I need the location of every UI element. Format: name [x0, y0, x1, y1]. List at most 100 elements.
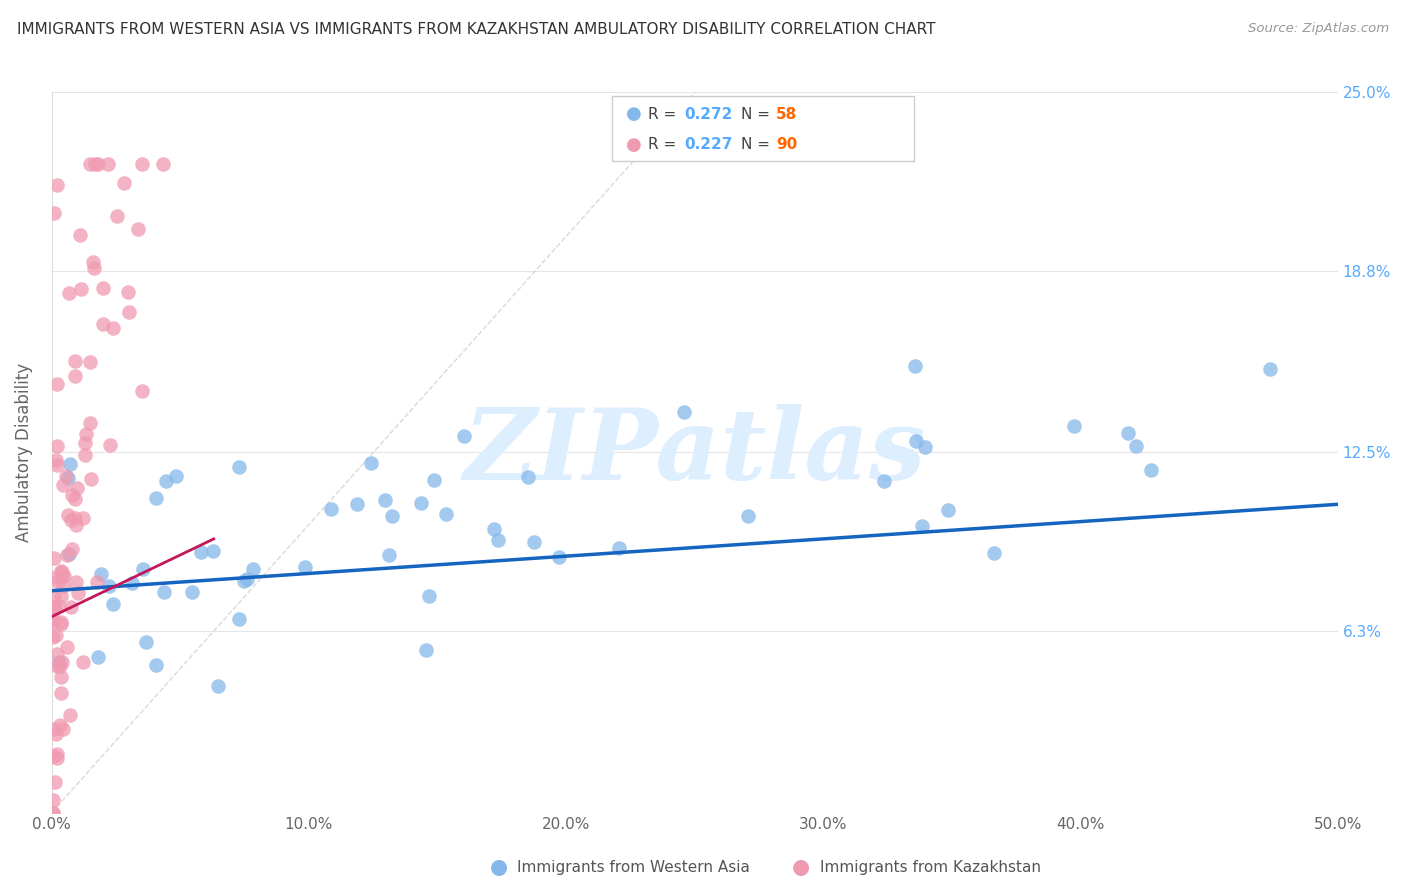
Point: [72, 655, 94, 669]
Point: [58, 286, 80, 301]
Text: ●: ●: [626, 105, 641, 123]
Point: [51, 567, 73, 582]
Point: [415, 643, 437, 657]
Point: [97, 157, 120, 171]
Point: [44, 601, 66, 615]
Point: [52, 579, 75, 593]
Point: [86, 157, 108, 171]
Point: [516, 470, 538, 484]
Point: [55, 469, 77, 483]
Text: N =: N =: [741, 107, 775, 122]
Point: [52, 722, 75, 736]
Point: [45, 628, 67, 642]
Point: [84, 157, 107, 171]
Point: [59, 708, 82, 723]
Point: [75, 426, 97, 441]
Text: 0.227: 0.227: [685, 137, 733, 152]
Point: [190, 545, 212, 559]
Text: R =: R =: [648, 107, 682, 122]
Point: [236, 573, 259, 587]
Point: [56, 640, 79, 655]
Point: [56, 471, 79, 485]
Point: [132, 562, 155, 576]
Point: [42, 630, 65, 644]
Point: [228, 612, 250, 626]
Point: [1125, 439, 1147, 453]
Point: [117, 285, 139, 300]
Point: [90, 567, 112, 582]
Point: [434, 507, 457, 521]
Point: [91, 317, 114, 331]
Point: [131, 157, 153, 171]
Point: [1118, 426, 1140, 441]
Point: [49, 718, 72, 732]
Point: [673, 405, 696, 419]
Text: Immigrants from Kazakhstan: Immigrants from Kazakhstan: [820, 860, 1040, 874]
Point: [52, 478, 75, 492]
Point: [51, 670, 73, 684]
Point: [42, 615, 65, 630]
Point: [112, 176, 135, 190]
Point: [201, 544, 224, 558]
Point: [45, 178, 67, 192]
Text: ZIPatlas: ZIPatlas: [464, 404, 927, 500]
Point: [79, 417, 101, 431]
Point: [486, 533, 509, 547]
Text: ●: ●: [491, 857, 508, 877]
Point: [46, 751, 69, 765]
Point: [69, 228, 91, 243]
Point: [70, 283, 93, 297]
Point: [42, 723, 65, 737]
Point: [127, 222, 149, 236]
Point: [42, 612, 65, 626]
Point: [145, 491, 167, 506]
Point: [49, 686, 72, 700]
Point: [914, 440, 936, 454]
Text: 58: 58: [776, 107, 797, 122]
Point: [60, 488, 83, 502]
Point: [49, 589, 72, 603]
Point: [911, 518, 934, 533]
Point: [55, 549, 77, 563]
Point: [60, 542, 83, 557]
Point: [51, 655, 73, 669]
Point: [409, 496, 432, 510]
Text: N =: N =: [741, 137, 775, 152]
Point: [381, 508, 404, 523]
Text: ●: ●: [793, 857, 810, 877]
Point: [48, 655, 70, 669]
Point: [232, 574, 254, 588]
Point: [378, 548, 401, 562]
Point: [228, 460, 250, 475]
Point: [152, 157, 174, 171]
Point: [103, 320, 125, 334]
Point: [904, 359, 927, 373]
Point: [207, 679, 229, 693]
Point: [59, 457, 82, 471]
Point: [79, 157, 101, 171]
Point: [42, 748, 65, 763]
Point: [49, 564, 72, 578]
Point: [294, 560, 316, 574]
Point: [983, 546, 1005, 560]
Point: [66, 481, 89, 495]
Point: [607, 541, 630, 555]
Point: [44, 206, 66, 220]
Point: [79, 355, 101, 369]
Point: [873, 474, 896, 488]
Point: [42, 600, 65, 615]
Point: [346, 497, 368, 511]
Point: [105, 209, 128, 223]
Text: ●: ●: [626, 136, 641, 153]
Point: [152, 585, 174, 599]
Point: [1063, 418, 1085, 433]
Point: [46, 747, 69, 761]
Text: Immigrants from Western Asia: Immigrants from Western Asia: [517, 860, 751, 874]
Point: [97, 579, 120, 593]
Point: [42, 805, 65, 820]
Point: [46, 377, 69, 392]
Point: [65, 511, 87, 525]
Point: [56, 508, 79, 522]
Point: [65, 575, 87, 590]
Point: [45, 570, 67, 584]
